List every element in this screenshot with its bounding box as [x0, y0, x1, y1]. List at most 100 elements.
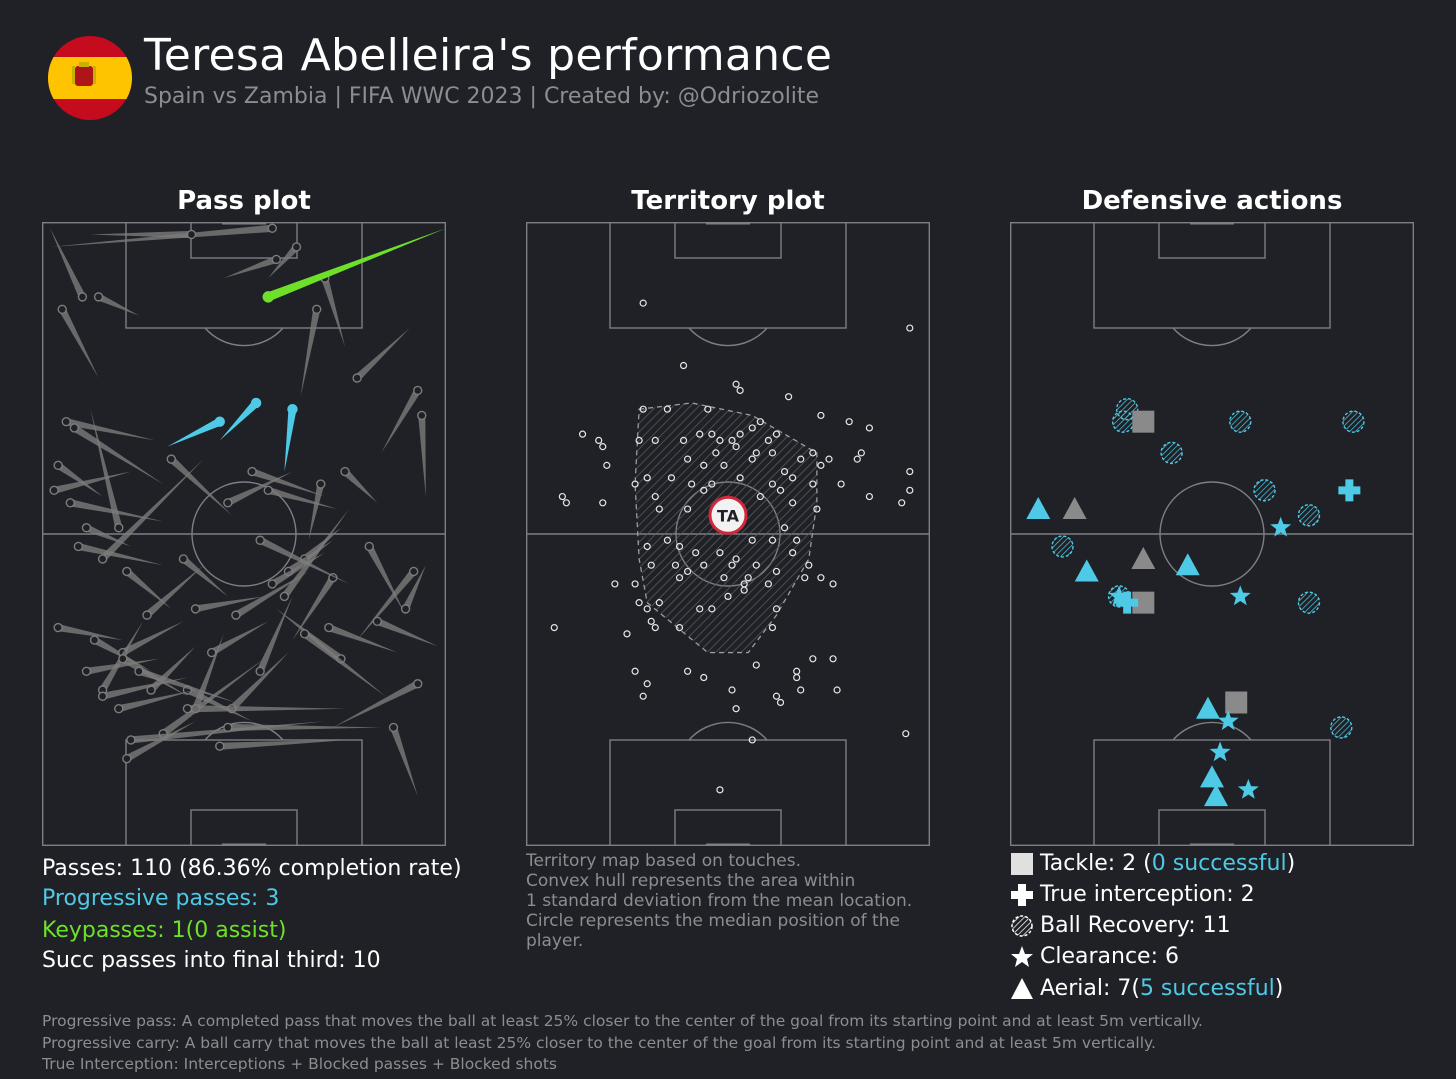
touch-point [643, 680, 651, 688]
pass-arrow [352, 328, 410, 383]
page-subtitle: Spain vs Zambia | FIFA WWC 2023 | Create… [144, 84, 820, 109]
progressive-passes-stat: Progressive passes: 3 [42, 886, 280, 911]
pass-arrow [320, 273, 345, 347]
touch-point [651, 624, 659, 632]
touch-point [865, 424, 873, 432]
touch-point [776, 486, 785, 494]
pass-start-dot [81, 523, 92, 533]
pass-line [308, 483, 325, 541]
pass-line [286, 540, 333, 575]
pass-start-dot [223, 722, 233, 733]
pass-start-dot [247, 466, 257, 477]
touch-point [772, 567, 781, 576]
pass-start-dot [118, 654, 128, 664]
key-pass-arrow [262, 228, 446, 303]
legend-aerial: Aerial: 7(5 successful) [1010, 976, 1283, 1001]
passes-stat: Passes: 110 (86.36% completion rate) [42, 856, 462, 881]
touch-point [663, 536, 671, 544]
tackle-marker [1132, 591, 1155, 614]
touch-point [716, 549, 724, 557]
penalty-box-top [1093, 222, 1331, 329]
pass-arrow [81, 658, 160, 676]
pass-line [167, 418, 222, 447]
pass-arrow [372, 616, 438, 647]
pass-arrow [340, 466, 378, 503]
touch-point [684, 455, 692, 463]
touch-point [768, 449, 777, 457]
touch-point [700, 461, 708, 469]
touch-point [647, 617, 655, 625]
touch-point [708, 605, 716, 613]
touch-point [837, 480, 845, 488]
pass-line [194, 596, 265, 613]
pass-line [209, 621, 269, 656]
pass-start-dot [182, 704, 193, 714]
pass-start-dot [97, 554, 108, 564]
pass-start-dot [267, 223, 277, 233]
pass-arrow [267, 552, 325, 589]
six-yard-box-bottom [674, 809, 782, 846]
touch-point [776, 698, 785, 707]
clearance-marker [1229, 585, 1251, 606]
pass-arrow [53, 460, 103, 497]
pass-arrow [324, 622, 398, 653]
pass-arrow [247, 466, 325, 497]
pass-start-dot [89, 635, 100, 645]
pass-arrow [57, 304, 99, 378]
clearance-marker [1209, 741, 1231, 762]
touch-point [688, 480, 696, 488]
touch-point [906, 486, 914, 494]
touch-point [643, 474, 651, 482]
pass-arrow [90, 409, 124, 533]
touch-point [635, 436, 643, 444]
pass-start-dot [122, 566, 132, 577]
six-yard-box-top [674, 222, 782, 259]
territory-plot-title: Territory plot [631, 186, 825, 216]
ball-recovery-marker [1253, 479, 1276, 502]
pass-start-dot [214, 416, 225, 427]
pass-line [65, 418, 156, 441]
touch-point [651, 492, 659, 501]
pass-start-dot [352, 373, 362, 383]
pass-start-dot [122, 753, 132, 764]
touch-point [684, 505, 692, 513]
touch-point [635, 599, 643, 607]
pass-start-dot [114, 523, 124, 533]
touch-point [797, 686, 805, 694]
pass-line [266, 228, 446, 302]
square-icon [1011, 852, 1033, 875]
touch-point [906, 468, 914, 476]
touch-point [599, 499, 607, 507]
touch-point [772, 692, 781, 700]
pass-line [366, 544, 406, 616]
touch-point [708, 480, 716, 488]
pass-start-dot [267, 579, 277, 589]
touch-point [865, 492, 873, 501]
penalty-box-top [609, 222, 847, 329]
pass-line [234, 571, 309, 619]
pass-line [357, 569, 417, 641]
interception-marker [1338, 479, 1361, 502]
touch-point [793, 536, 801, 544]
touch-point [736, 474, 744, 482]
progressive-pass-arrow [284, 403, 298, 472]
touch-point [595, 436, 603, 444]
touch-point [817, 574, 825, 582]
pass-arrow [49, 471, 131, 496]
touch-point [789, 499, 797, 507]
touch-point [756, 418, 764, 426]
territory-note-line: player. [526, 931, 584, 951]
touch-point [550, 624, 558, 632]
pass-line [300, 308, 321, 397]
touch-point [789, 549, 797, 557]
pass-line [219, 739, 350, 750]
plus-icon [1011, 883, 1033, 906]
pass-line [59, 307, 99, 378]
aerial-marker [1195, 696, 1220, 719]
touch-point [667, 474, 676, 482]
pass-line [402, 565, 426, 611]
pass-arrow [190, 596, 265, 614]
pass-line [256, 596, 293, 673]
tackle-marker [1225, 691, 1248, 714]
pass-arrow [182, 704, 345, 714]
